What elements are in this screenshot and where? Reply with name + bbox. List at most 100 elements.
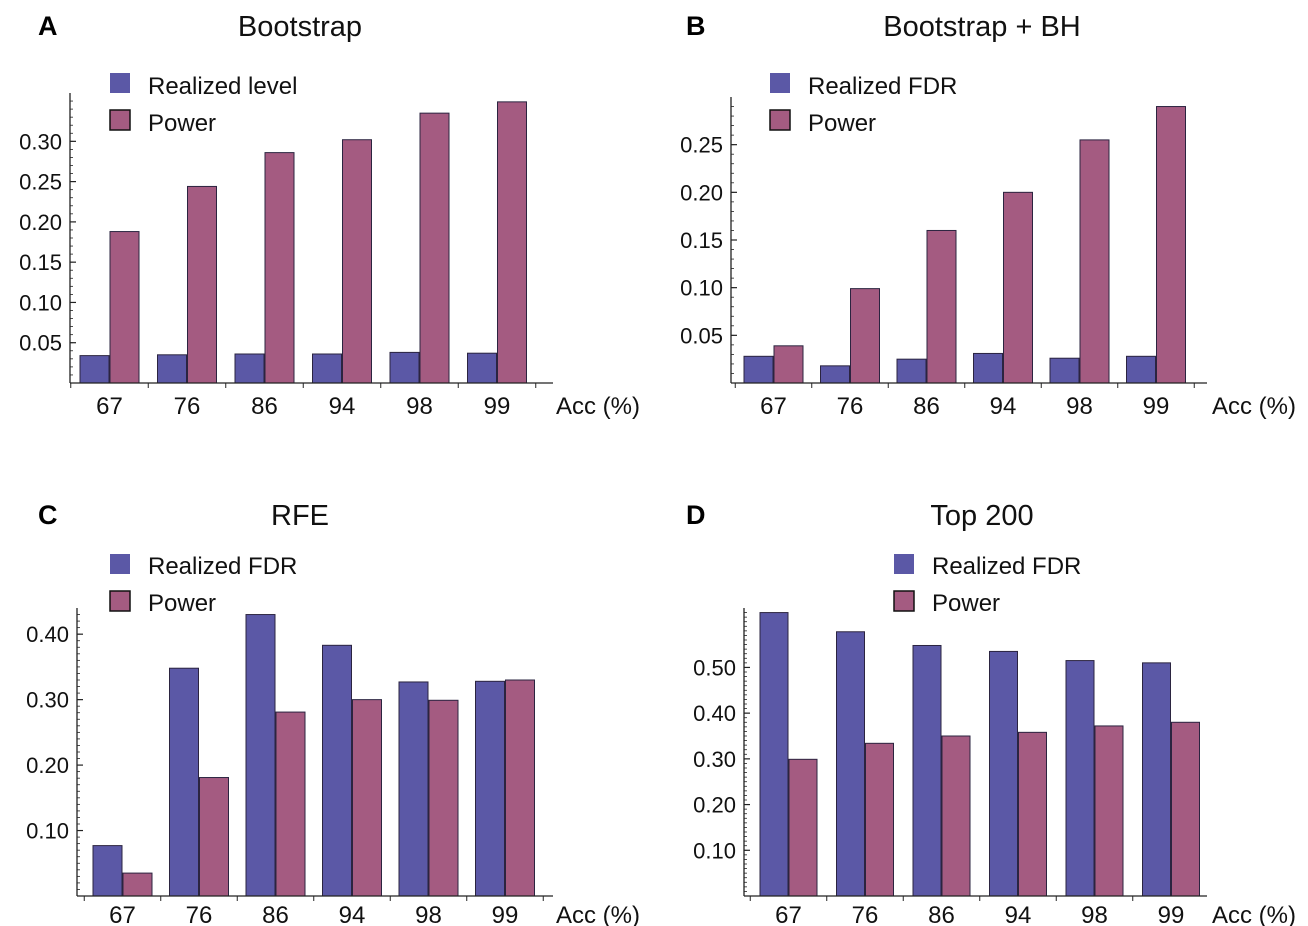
y-tick-label: 0.40 — [26, 622, 69, 647]
x-tick-label: 76 — [852, 902, 879, 926]
bar-series-2-94 — [352, 699, 382, 897]
x-tick-label: 76 — [174, 393, 201, 420]
bar-series-1-67 — [92, 845, 123, 897]
panel-letter-b: B — [686, 11, 706, 41]
legend-label-series-2: Power — [808, 110, 876, 137]
legend-swatch-series-2 — [893, 590, 915, 612]
bar-series-2-99 — [1171, 721, 1200, 897]
y-tick-label: 0.25 — [680, 133, 723, 158]
legend: Realized FDR Power — [769, 73, 957, 137]
y-tick-label: 0.10 — [693, 838, 736, 863]
legend-label-series-2: Power — [932, 590, 1000, 617]
x-tick-label: 86 — [913, 393, 940, 420]
legend-label-series-1: Realized FDR — [932, 553, 1081, 580]
y-tick-label: 0.10 — [680, 276, 723, 301]
bar-series-1-86 — [245, 614, 276, 897]
bar-series-1-67 — [79, 355, 110, 384]
x-tick-label: 67 — [109, 902, 136, 926]
bar-series-2-99 — [505, 679, 535, 897]
chart-title: Bootstrap — [238, 11, 362, 43]
chart-title: Top 200 — [930, 500, 1033, 532]
y-tick-label: 0.20 — [26, 753, 69, 778]
bar-series-2-67 — [788, 758, 818, 897]
x-tick-label: 98 — [415, 902, 442, 926]
x-axis-label: Acc (%) — [1212, 393, 1296, 420]
bar-series-1-98 — [398, 681, 429, 897]
x-tick-label: 99 — [1158, 902, 1185, 926]
bar-series-1-94 — [973, 352, 1003, 384]
bar-series-2-76 — [865, 742, 894, 897]
legend-swatch-series-2 — [109, 109, 131, 131]
x-tick-label: 76 — [186, 902, 213, 926]
bar-series-1-76 — [169, 667, 199, 897]
legend-swatch-series-1 — [894, 554, 914, 574]
bar-series-2-98 — [1094, 725, 1124, 897]
legend: Realized FDR Power — [893, 553, 1081, 617]
bar-series-2-94 — [1018, 731, 1047, 897]
bar-series-1-94 — [989, 650, 1018, 897]
bar-series-1-98 — [389, 351, 420, 384]
plot-area: 67 76 86 94 98 99 0.10 0.20 0.30 0.40 0.50 — [693, 608, 1207, 926]
bar-series-2-99 — [497, 101, 527, 384]
panel-letter-d: D — [686, 500, 706, 530]
x-tick-label: 94 — [339, 902, 366, 926]
y-tick-label: 0.10 — [19, 290, 62, 315]
bar-series-2-98 — [428, 699, 459, 897]
y-tick-label: 0.15 — [680, 228, 723, 253]
x-tick-label: 67 — [775, 902, 802, 926]
bar-series-2-86 — [275, 711, 306, 897]
y-tick-label: 0.20 — [19, 210, 62, 235]
y-tick-label: 0.15 — [19, 250, 62, 275]
legend: Realized FDR Power — [109, 553, 297, 617]
bar-series-1-99 — [475, 680, 505, 897]
bar-series-1-86 — [234, 353, 265, 384]
legend-swatch-series-1 — [770, 73, 790, 93]
bar-series-2-98 — [419, 112, 450, 384]
legend-swatch-series-1 — [110, 73, 130, 93]
legend-label-series-2: Power — [148, 110, 216, 137]
bar-series-1-99 — [1142, 662, 1171, 897]
bar-series-2-67 — [109, 231, 140, 384]
chart-panel-a: A Bootstrap Realized level Power Acc (%)… — [0, 0, 654, 463]
plot-area: 67 76 86 94 98 99 0.10 0.20 0.30 0.40 — [26, 608, 553, 926]
bar-series-1-76 — [836, 631, 865, 897]
x-axis-label: Acc (%) — [556, 902, 640, 926]
y-tick-label: 0.10 — [26, 819, 69, 844]
bar-series-2-99 — [1156, 106, 1186, 384]
bar-series-2-67 — [122, 872, 153, 897]
bar-series-1-99 — [1126, 355, 1156, 384]
plot-area: 67 76 86 94 98 99 0.05 0.10 0.15 0.20 0.25 0.30 — [19, 93, 553, 420]
y-tick-label: 0.25 — [19, 170, 62, 195]
legend-swatch-series-1 — [110, 554, 130, 574]
chart-b-svg: B Bootstrap + BH Realized FDR Power Acc … — [680, 11, 1296, 420]
bar-series-2-76 — [187, 185, 217, 384]
bar-series-2-94 — [342, 139, 372, 384]
y-tick-label: 0.05 — [19, 331, 62, 356]
bar-series-1-98 — [1049, 357, 1080, 384]
x-tick-label: 99 — [484, 393, 511, 420]
x-tick-label: 67 — [96, 393, 123, 420]
plot-area: 67 76 86 94 98 99 0.05 0.10 0.15 0.20 0.25 — [680, 97, 1207, 420]
bar-series-1-67 — [759, 612, 789, 897]
chart-panel-b: B Bootstrap + BH Realized FDR Power Acc … — [654, 0, 1308, 463]
bar-series-2-86 — [264, 152, 295, 384]
x-tick-label: 98 — [406, 393, 433, 420]
chart-panel-d: D Top 200 Realized FDR Power Acc (%) 67 7… — [654, 463, 1308, 926]
bar-series-1-76 — [820, 365, 850, 384]
y-tick-label: 0.30 — [19, 129, 62, 154]
legend-label-series-2: Power — [148, 590, 216, 617]
panel-letter-c: C — [38, 500, 58, 530]
y-tick-label: 0.20 — [693, 793, 736, 818]
bar-series-2-98 — [1079, 139, 1110, 384]
bar-series-1-86 — [896, 358, 927, 384]
bar-series-2-86 — [926, 229, 957, 384]
x-tick-label: 86 — [262, 902, 289, 926]
bar-series-2-94 — [1003, 191, 1033, 384]
x-tick-label: 94 — [329, 393, 356, 420]
chart-panel-c: C RFE Realized FDR Power Acc (%) 67 76 86 9… — [0, 463, 654, 926]
bar-series-2-86 — [941, 735, 971, 897]
legend-label-series-1: Realized level — [148, 73, 297, 100]
bar-series-1-94 — [312, 353, 342, 384]
x-tick-label: 98 — [1081, 902, 1108, 926]
legend-swatch-series-2 — [109, 590, 131, 612]
